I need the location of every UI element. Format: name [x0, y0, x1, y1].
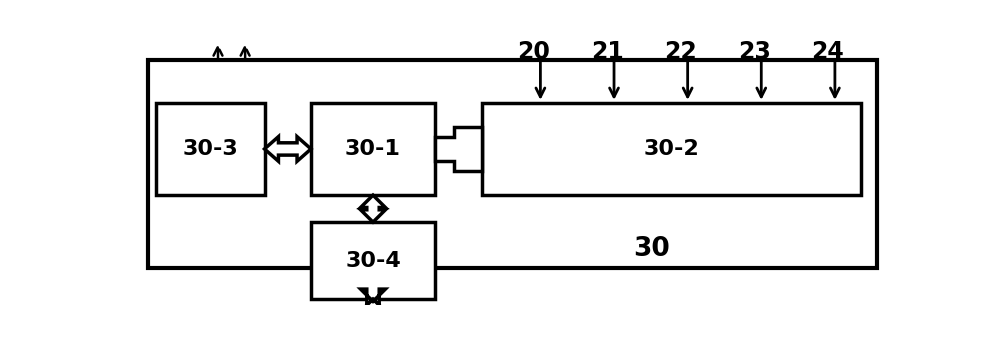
Text: 30-4: 30-4 [345, 251, 401, 271]
Text: 30-2: 30-2 [644, 139, 699, 159]
Polygon shape [361, 289, 385, 311]
Text: 24: 24 [812, 40, 844, 64]
Bar [311, 103, 435, 195]
Bar [311, 222, 435, 299]
Text: 22: 22 [664, 40, 697, 64]
Text: 23: 23 [738, 40, 771, 64]
Bar [156, 103, 264, 195]
Text: 20: 20 [517, 40, 550, 64]
Polygon shape [361, 195, 385, 222]
Text: 30-3: 30-3 [182, 139, 238, 159]
Bar [482, 103, 861, 195]
Text: 30-1: 30-1 [345, 139, 401, 159]
Text: 21: 21 [591, 40, 623, 64]
Bar [148, 60, 877, 268]
Text: 30: 30 [634, 236, 670, 262]
Polygon shape [435, 127, 482, 170]
Polygon shape [264, 137, 311, 161]
